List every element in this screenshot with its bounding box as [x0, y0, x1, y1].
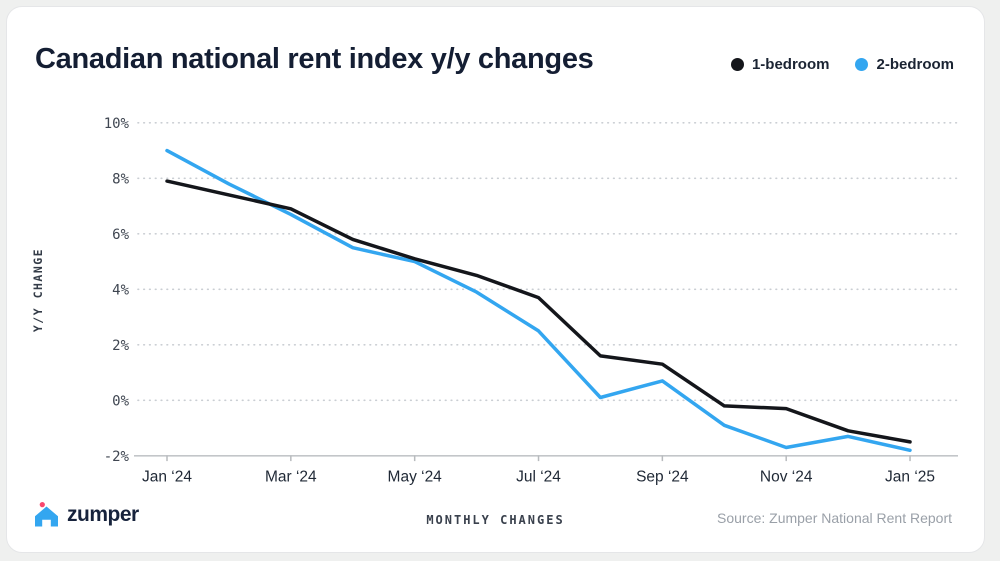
series-line-2-bedroom [165, 148, 912, 453]
legend-dot-2-bedroom-icon [855, 58, 869, 71]
x-tick-label: May ‘24 [388, 469, 443, 486]
zumper-logo[interactable]: zumper [33, 501, 139, 528]
x-tick-label: Mar ‘24 [265, 469, 317, 486]
rent-chart: 10% 8% 6% 4% 2% 0% -2% Jan ‘24 Mar ‘24 May ‘24 Jul… [31, 116, 959, 486]
y-tick-label: 8% [112, 171, 129, 187]
legend-label-1-bedroom: 1-bedroom [751, 56, 830, 73]
legend-label-2-bedroom: 2-bedroom [876, 56, 954, 73]
legend-dot-1-bedroom-icon [730, 58, 744, 71]
series-line-1-bedroom [165, 179, 912, 444]
legend: 1-bedroom 2-bedroom [730, 56, 954, 73]
legend-item-2-bedroom[interactable]: 2-bedroom [855, 56, 954, 73]
legend-item-1-bedroom[interactable]: 1-bedroom [730, 56, 830, 73]
y-tick-label: 2% [112, 338, 129, 354]
zumper-house-icon [35, 502, 58, 527]
x-tick-label: Jul ‘24 [516, 469, 561, 486]
x-tick-label: Sep ‘24 [636, 469, 689, 486]
source-credit: Source: Zumper National Rent Report [717, 510, 952, 526]
x-tick-label: Jan ‘24 [142, 469, 192, 486]
y-tick-label: -2% [104, 449, 130, 465]
y-axis-title: Y/Y CHANGE [31, 248, 45, 332]
x-tick-label: Jan ‘25 [885, 469, 935, 486]
y-tick-label: 6% [112, 227, 129, 243]
y-tick-label: 10% [104, 116, 130, 132]
chart-card: Canadian national rent index y/y changes… [6, 6, 985, 553]
y-tick-label: 4% [112, 282, 129, 298]
x-tick-label: Nov ‘24 [760, 469, 813, 486]
x-axis-caption: MONTHLY CHANGES [426, 513, 565, 527]
y-tick-label: 0% [112, 393, 129, 409]
zumper-wordmark: zumper [67, 502, 139, 526]
chart-title: Canadian national rent index y/y changes [35, 43, 594, 75]
